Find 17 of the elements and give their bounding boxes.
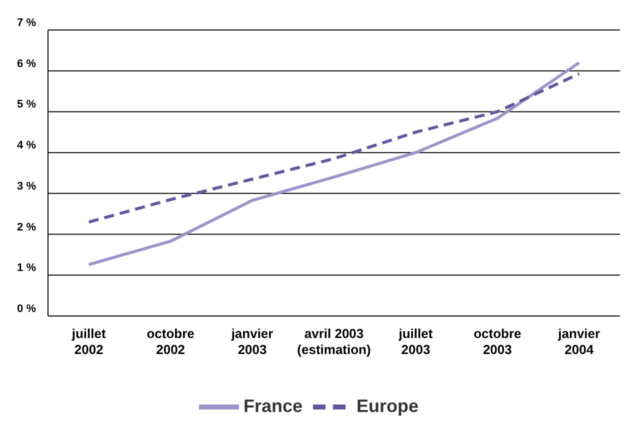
- legend-label: France: [243, 396, 302, 416]
- x-tick-label: octobre 2002: [146, 326, 194, 357]
- x-tick-label: avril 2003 (estimation): [297, 326, 371, 357]
- y-tick-label: 7 %: [17, 17, 36, 29]
- y-tick-label: 6 %: [17, 58, 36, 70]
- y-tick-label: 3 %: [17, 180, 36, 192]
- y-tick-label: 0 %: [17, 303, 36, 315]
- x-tick-label: janvier 2003: [230, 326, 274, 357]
- y-tick-label: 5 %: [17, 98, 36, 111]
- y-tick-label: 4 %: [17, 140, 36, 152]
- x-tick-label: juillet 2002: [70, 326, 106, 357]
- x-tick-label: janvier 2004: [557, 326, 600, 357]
- x-tick-label: octobre 2003: [474, 326, 522, 357]
- y-tick-label: 2 %: [17, 221, 36, 234]
- legend-label: Europe: [356, 396, 419, 416]
- x-tick-label: juillet 2003: [398, 326, 434, 357]
- y-tick-label: 1 %: [17, 262, 36, 274]
